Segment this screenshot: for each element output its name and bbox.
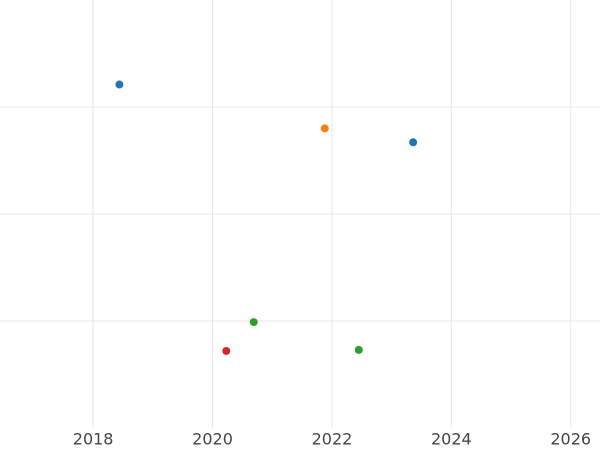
point [222,346,231,355]
point [249,318,258,327]
point [115,80,124,89]
x-tick-label: 2024 [431,430,472,449]
point [354,345,363,354]
x-tick-label: 2018 [73,430,114,449]
x-tick-label: 2020 [192,430,233,449]
point [320,124,329,133]
x-tick-label: 2022 [312,430,353,449]
x-tick-label: 2026 [550,430,591,449]
point [409,138,418,147]
